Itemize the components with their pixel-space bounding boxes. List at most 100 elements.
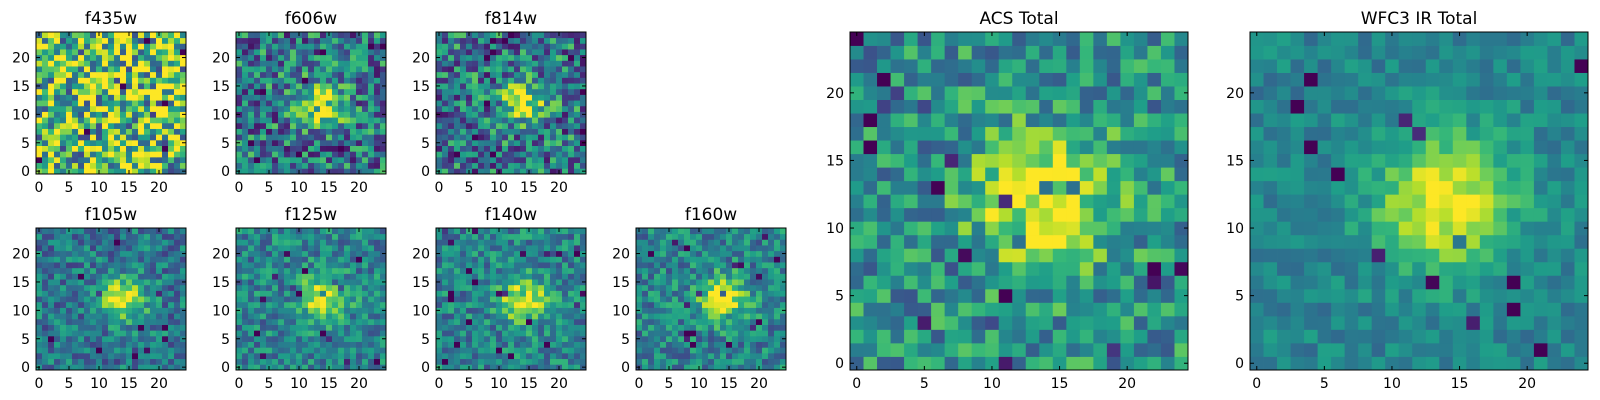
heatmap-cell	[690, 313, 697, 320]
heatmap-cell	[985, 356, 1000, 371]
heatmap-cell	[971, 261, 986, 276]
x-tick-label: 15	[720, 376, 738, 392]
heatmap-cell	[254, 49, 261, 56]
heatmap-cell	[690, 352, 697, 360]
heatmap-cell	[320, 128, 327, 135]
heatmap-cell	[138, 296, 145, 303]
x-tick-label: 15	[320, 180, 338, 196]
heatmap-cell	[66, 267, 73, 274]
heatmap-cell	[520, 168, 527, 175]
heatmap-cell	[568, 233, 575, 240]
heatmap-cell	[90, 364, 97, 371]
heatmap-cell	[526, 250, 533, 257]
heatmap-cell	[242, 256, 249, 263]
heatmap-cell	[120, 296, 127, 303]
heatmap-cell	[648, 290, 655, 297]
heatmap-cell	[132, 111, 139, 118]
heatmap-cell	[236, 145, 243, 152]
heatmap-cell	[78, 100, 85, 107]
heatmap-cell	[60, 43, 67, 50]
heatmap-cell	[502, 330, 509, 337]
heatmap-cell	[168, 94, 175, 101]
heatmap-cell	[42, 37, 49, 44]
heatmap-cell	[460, 290, 467, 297]
heatmap-cell	[484, 54, 491, 61]
heatmap-cell	[484, 228, 491, 235]
heatmap-cell	[308, 71, 315, 78]
heatmap-cell	[356, 296, 363, 303]
heatmap-cell	[998, 207, 1013, 222]
heatmap-cell	[254, 262, 261, 269]
heatmap-cell	[538, 262, 545, 269]
heatmap-cell	[72, 71, 79, 78]
heatmap-cell	[168, 111, 175, 118]
heatmap-cell	[114, 296, 121, 303]
heatmap-cell	[368, 239, 375, 246]
heatmap-cell	[102, 128, 109, 135]
heatmap-cell	[768, 330, 775, 337]
heatmap-cell	[344, 122, 351, 129]
heatmap-cell	[144, 94, 151, 101]
heatmap-cell	[308, 43, 315, 50]
heatmap-cell	[877, 356, 891, 371]
heatmap-cell	[254, 324, 261, 331]
heatmap-cell	[242, 88, 249, 95]
heatmap-cell	[350, 352, 357, 360]
heatmap-cell	[242, 313, 249, 320]
heatmap-cell	[454, 128, 461, 135]
heatmap-cell	[1012, 180, 1027, 195]
heatmap-cell	[726, 250, 733, 257]
heatmap-cell	[490, 301, 497, 308]
heatmap-cell	[180, 49, 187, 56]
heatmap-cell	[442, 145, 449, 152]
heatmap-cell	[496, 256, 503, 263]
heatmap-cell	[738, 239, 745, 246]
heatmap-cell	[448, 151, 455, 158]
heatmap-cell	[1120, 356, 1135, 371]
heatmap-cell	[338, 301, 345, 308]
heatmap-cell	[248, 54, 255, 61]
heatmap-cell	[574, 162, 581, 169]
heatmap-cell	[448, 228, 455, 235]
heatmap-cell	[156, 279, 163, 286]
heatmap-cell	[150, 128, 157, 135]
heatmap-cell	[60, 145, 67, 152]
heatmap-cell	[132, 168, 139, 175]
heatmap-cell	[472, 273, 479, 280]
heatmap-cell	[356, 128, 363, 135]
heatmap-cell	[150, 296, 157, 303]
heatmap-cell	[84, 256, 91, 263]
heatmap-cell	[48, 352, 55, 360]
heatmap-cell	[96, 49, 103, 56]
heatmap-cell	[174, 228, 181, 235]
heatmap-cell	[362, 324, 369, 331]
heatmap-cell	[538, 156, 545, 164]
heatmap-cell	[242, 37, 249, 44]
heatmap-cell	[944, 221, 959, 236]
heatmap-cell	[72, 330, 79, 337]
heatmap-cell	[356, 341, 363, 348]
heatmap-cell	[272, 347, 279, 354]
heatmap-cell	[338, 71, 345, 78]
heatmap-cell	[350, 100, 357, 107]
heatmap-cell	[162, 239, 169, 246]
heatmap-cell	[242, 43, 249, 50]
heatmap-cell	[508, 94, 515, 101]
heatmap-cell	[168, 267, 175, 274]
heatmap-cell	[260, 54, 267, 61]
heatmap-cell	[174, 37, 181, 44]
heatmap-cell	[54, 313, 61, 320]
heatmap-cell	[180, 151, 187, 158]
heatmap-cell	[890, 221, 905, 236]
heatmap-cell	[150, 279, 157, 286]
heatmap-cell	[168, 105, 175, 112]
heatmap-cell	[702, 324, 709, 331]
heatmap-cell	[272, 66, 279, 73]
heatmap-cell	[850, 342, 864, 357]
heatmap-cell	[180, 117, 187, 124]
heatmap-cell	[971, 315, 986, 330]
heatmap-cell	[484, 37, 491, 44]
heatmap-cell	[568, 228, 575, 235]
heatmap-cell	[448, 83, 455, 90]
heatmap-cell	[502, 117, 509, 124]
